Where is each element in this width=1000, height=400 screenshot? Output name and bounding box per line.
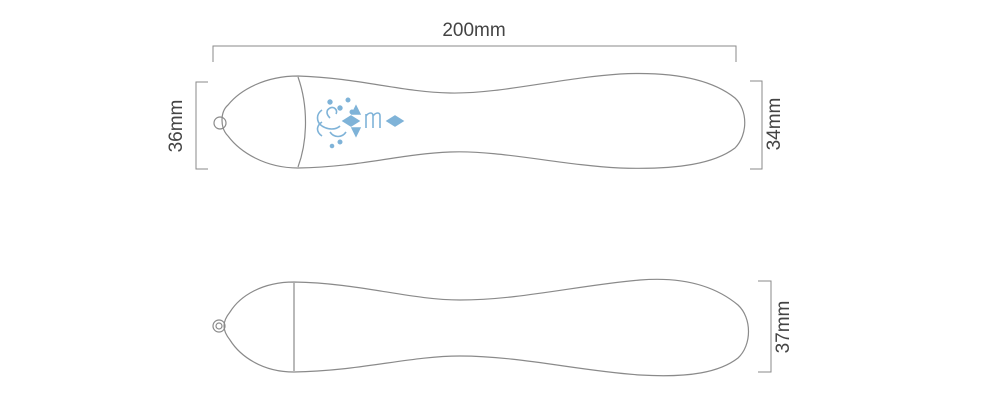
dimension-head-height: 36mm — [166, 81, 208, 170]
head-height-label: 36mm — [166, 100, 187, 153]
top-view-outline — [221, 72, 746, 169]
tail-height-label: 34mm — [764, 98, 785, 151]
dimension-tail-height: 34mm — [750, 80, 785, 170]
dimension-side-height: 37mm — [758, 280, 794, 373]
top-view-seam — [297, 76, 307, 168]
side-view — [212, 278, 749, 377]
top-view-loop — [213, 116, 227, 130]
brand-logo-icon — [316, 97, 405, 149]
side-height-label: 37mm — [773, 301, 794, 354]
side-view-loop-inner — [215, 322, 223, 330]
side-view-loop — [212, 319, 226, 333]
side-view-outline — [223, 278, 749, 377]
dimension-length: 200mm — [212, 20, 737, 62]
length-label: 200mm — [442, 20, 505, 41]
top-view — [213, 72, 746, 169]
